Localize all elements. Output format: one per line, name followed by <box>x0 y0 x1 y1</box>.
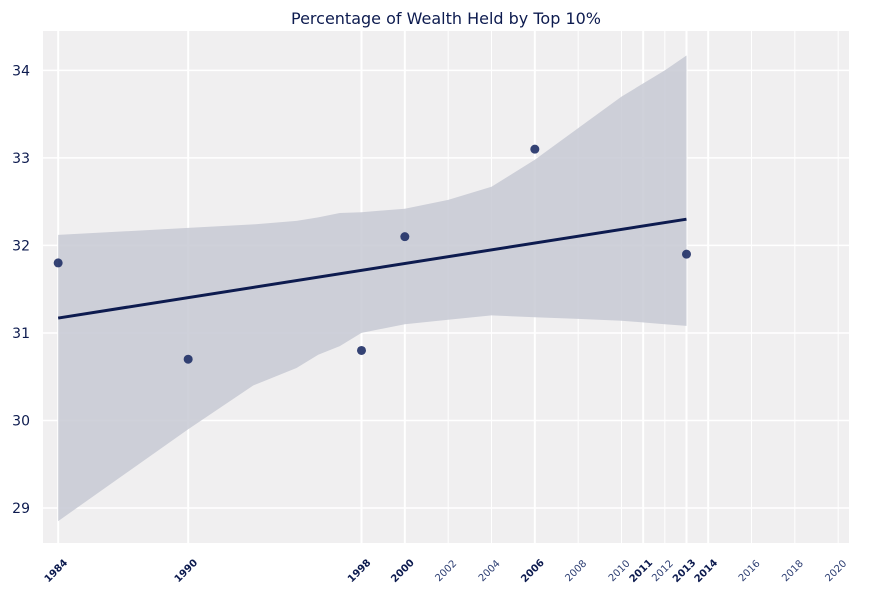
y-tick-label: 31 <box>12 326 30 342</box>
x-tick-label: 2018 <box>780 558 806 584</box>
x-tick-label: 2004 <box>477 558 503 584</box>
data-point <box>183 354 193 364</box>
y-tick-label: 30 <box>12 413 30 429</box>
chart-title: Percentage of Wealth Held by Top 10% <box>291 9 601 28</box>
confidence-band <box>58 55 687 522</box>
data-point <box>357 345 366 355</box>
regression-line <box>57 217 687 320</box>
x-tick-label: 2012 <box>650 558 676 584</box>
data-point <box>400 232 410 242</box>
data-point <box>682 249 691 259</box>
x-tick-label: 2008 <box>564 558 590 584</box>
x-tick-label: 2011 <box>628 558 655 585</box>
y-tick-label: 29 <box>12 501 30 517</box>
x-tick-label: 1990 <box>173 558 200 585</box>
y-tick-label: 32 <box>12 238 30 254</box>
x-tick-label: 2016 <box>737 558 763 584</box>
data-point <box>530 144 540 154</box>
x-tick-label: 1984 <box>43 558 70 585</box>
data-points <box>53 144 691 364</box>
y-tick-label: 34 <box>12 63 30 79</box>
x-axis-ticks: 2002 2004 2008 2010 2012 2016 2018 2020 1984 1990… <box>43 557 850 585</box>
x-tick-label: 1998 <box>346 557 373 584</box>
x-tick-label: 2010 <box>607 558 633 584</box>
x-tick-label: 2013 <box>671 557 698 584</box>
x-tick-label: 2014 <box>693 558 720 585</box>
x-tick-label: 2006 <box>519 557 546 584</box>
x-tick-label: 2002 <box>434 558 460 584</box>
y-axis-ticks: 29 30 31 32 33 34 <box>12 63 30 517</box>
x-tick-label: 2020 <box>824 558 850 584</box>
x-tick-label: 2000 <box>389 557 416 584</box>
data-point <box>53 258 63 268</box>
y-tick-label: 33 <box>12 151 30 167</box>
